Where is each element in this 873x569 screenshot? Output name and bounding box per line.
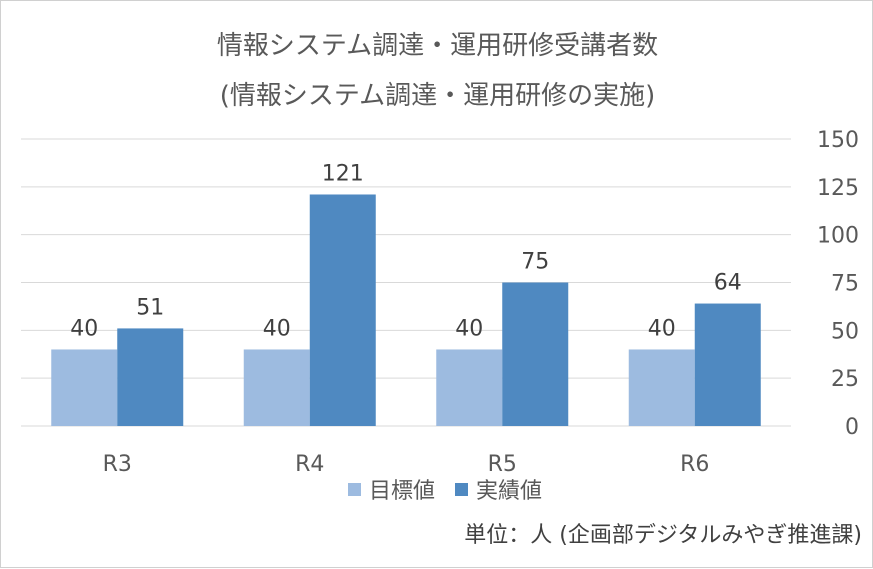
y-tick-label: 150	[817, 128, 859, 153]
legend-swatch-actual	[455, 482, 469, 496]
legend-item-target: 目標値	[348, 473, 435, 505]
legend-swatch-target	[348, 482, 361, 496]
bar	[309, 194, 376, 426]
x-tick-label: R4	[295, 452, 324, 477]
bar	[436, 349, 503, 426]
bar	[628, 349, 695, 426]
y-tick-label: 100	[817, 224, 859, 249]
legend-label-target: 目標値	[369, 479, 436, 504]
x-tick-label: R5	[488, 452, 517, 477]
x-tick-label: R6	[680, 452, 709, 477]
y-tick-label: 75	[831, 272, 859, 297]
legend-label-actual: 実績値	[476, 479, 543, 504]
bar	[117, 328, 184, 426]
bar	[243, 349, 310, 426]
unit-note: 単位：人 (企画部デジタルみやぎ推進課)	[464, 523, 862, 548]
data-label: 51	[136, 295, 164, 320]
bar	[51, 349, 118, 426]
y-tick-label: 125	[817, 176, 859, 201]
chart-subtitle: (情報システム調達・運用研修の実施)	[219, 81, 656, 111]
x-tick-label: R3	[103, 452, 132, 477]
data-label: 40	[455, 316, 483, 341]
y-tick-label: 50	[831, 319, 859, 344]
data-label: 40	[70, 316, 98, 341]
bar	[694, 303, 761, 426]
data-label: 64	[714, 271, 742, 296]
data-label: 40	[263, 316, 291, 341]
legend: 目標値 実績値	[348, 473, 562, 505]
legend-item-actual: 実績値	[455, 473, 542, 505]
data-label: 121	[322, 161, 364, 186]
data-label: 75	[521, 250, 549, 275]
data-label: 40	[648, 316, 676, 341]
y-tick-label: 0	[845, 415, 859, 440]
chart-title: 情報システム調達・運用研修受講者数	[216, 31, 659, 61]
y-tick-label: 25	[831, 367, 859, 392]
bar	[502, 282, 569, 426]
